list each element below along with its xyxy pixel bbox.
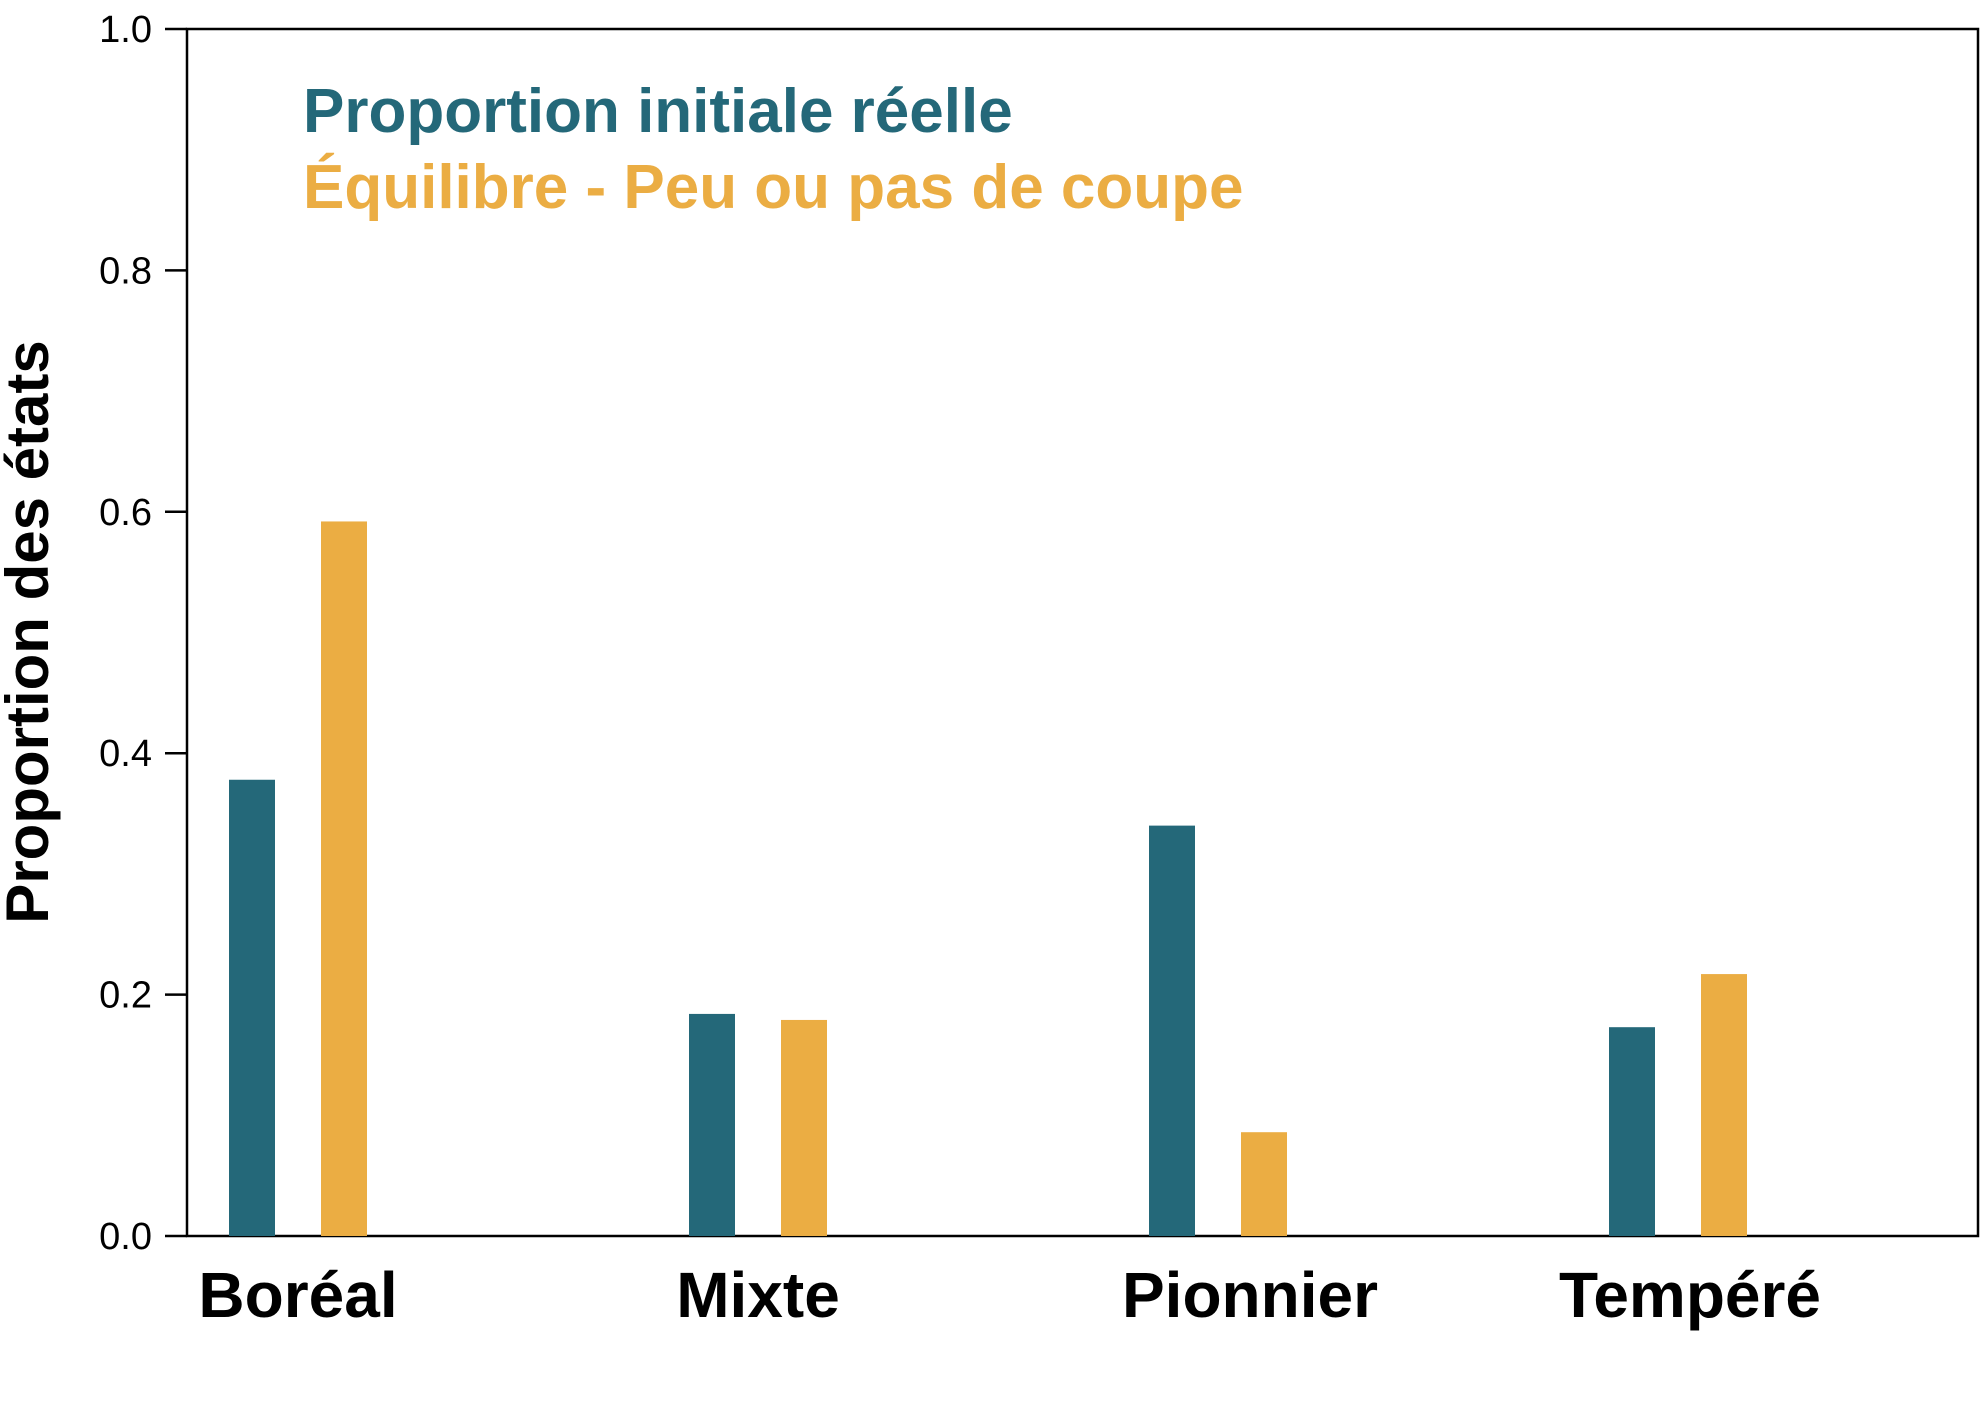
- y-tick-label: 0.8: [99, 250, 152, 292]
- x-category-label: Mixte: [676, 1259, 840, 1331]
- x-category-label: Boréal: [198, 1259, 397, 1331]
- y-tick-label: 1.0: [99, 9, 152, 51]
- bar-equilibre-2: [1241, 1132, 1287, 1236]
- bar-equilibre-1: [781, 1019, 827, 1236]
- y-axis: 0.0 0.2 0.4 0.6 0.8 1.0: [99, 9, 187, 1258]
- y-tick-label: 0.0: [99, 1216, 152, 1258]
- bar-initiale-2: [1149, 825, 1195, 1236]
- legend-entry-equilibre: Équilibre - Peu ou pas de coupe: [303, 153, 1243, 222]
- x-category-label: Pionnier: [1122, 1259, 1378, 1331]
- bar-initiale-0: [229, 779, 275, 1236]
- bars-group: [229, 521, 1747, 1236]
- x-axis: Boréal Mixte Pionnier Tempéré: [198, 1259, 1821, 1331]
- plot-frame: [185, 27, 1980, 1238]
- bar-equilibre-0: [321, 521, 367, 1236]
- y-tick-label: 0.2: [99, 975, 152, 1017]
- y-axis-title: Proportion des états: [0, 340, 61, 923]
- bar-initiale-3: [1609, 1027, 1655, 1236]
- x-category-label: Tempéré: [1559, 1259, 1821, 1331]
- legend: Proportion initiale réelle Équilibre - P…: [303, 77, 1243, 222]
- plot-area: [185, 27, 1980, 1238]
- y-tick-label: 0.4: [99, 733, 152, 775]
- bar-initiale-1: [689, 1013, 735, 1236]
- legend-entry-initial: Proportion initiale réelle: [303, 77, 1013, 146]
- y-tick-label: 0.6: [99, 492, 152, 534]
- bar-equilibre-3: [1701, 974, 1747, 1236]
